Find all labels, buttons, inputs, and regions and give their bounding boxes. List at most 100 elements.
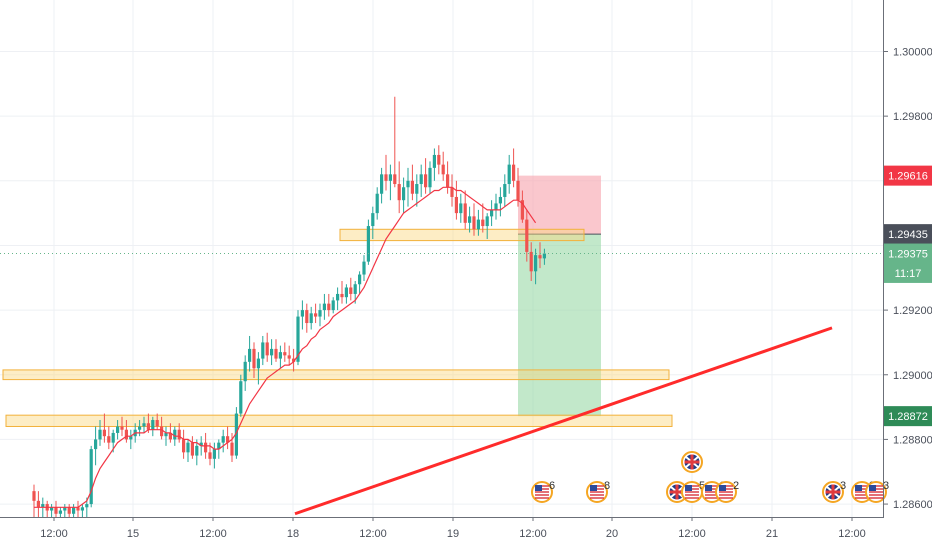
candle-body xyxy=(542,253,546,259)
candle xyxy=(248,335,252,372)
candle-body xyxy=(63,507,67,511)
candle-body xyxy=(98,429,102,440)
support-resistance-zones[interactable] xyxy=(2,228,673,427)
us-flag-event-icon[interactable]: 8 xyxy=(586,480,610,503)
candle-body xyxy=(138,426,142,430)
economic-events[interactable]: 6851223333 xyxy=(531,451,889,503)
flag-stripe xyxy=(535,497,549,499)
candle-body xyxy=(472,216,476,230)
candle-body xyxy=(507,164,511,185)
candle-body xyxy=(397,184,401,201)
candle-body xyxy=(410,180,414,194)
candle xyxy=(463,190,467,230)
candle xyxy=(512,148,516,188)
candle xyxy=(230,432,234,463)
candle-body xyxy=(76,507,80,511)
us-flag-event-icon[interactable]: 5 xyxy=(681,480,705,503)
flag-cross xyxy=(690,454,694,470)
price-tick-label: 1.29200 xyxy=(893,305,932,317)
candle-body xyxy=(182,439,186,453)
candle xyxy=(274,339,278,362)
price-label-box xyxy=(884,406,932,427)
candle-body xyxy=(67,507,71,514)
price-label-text: 1.28872 xyxy=(888,411,928,423)
candle xyxy=(520,190,524,223)
time-tick-label: 12:00 xyxy=(359,528,387,540)
candle xyxy=(190,436,194,459)
uk-flag-event-icon[interactable] xyxy=(666,481,688,503)
price-tick-label: 1.30000 xyxy=(893,46,932,58)
candle-body xyxy=(296,316,300,362)
candle xyxy=(397,161,401,214)
position-tool[interactable] xyxy=(518,175,601,417)
time-tick-label: 19 xyxy=(447,528,459,540)
candle-body xyxy=(441,164,445,175)
time-axis[interactable]: 12:00 15 12:00 18 12:00 19 12:00 20 12:00 21 12:00 xyxy=(0,517,884,540)
event-count: 5 xyxy=(699,480,705,492)
candle xyxy=(534,248,538,285)
candle-body xyxy=(309,313,313,324)
us-flag-event-icon[interactable]: 6 xyxy=(531,480,555,503)
price-tick-label: 1.28800 xyxy=(893,434,932,446)
candle-body xyxy=(102,429,106,437)
candle xyxy=(415,174,419,207)
zone-rectangle[interactable] xyxy=(339,228,585,242)
trend-line[interactable] xyxy=(294,326,833,516)
flag-canton xyxy=(590,485,597,491)
flag-stripe xyxy=(590,491,604,493)
price-label-text: 1.29435 xyxy=(888,229,928,241)
candle-body xyxy=(300,310,304,317)
price-label-box xyxy=(884,262,932,283)
uk-flag-event-icon[interactable] xyxy=(681,451,703,473)
candle xyxy=(349,277,353,301)
candle-body xyxy=(388,174,392,181)
candle xyxy=(424,158,428,194)
candle-body xyxy=(274,348,278,359)
price-axis[interactable]: 1.300001.298001.296001.294001.292001.290… xyxy=(883,0,932,517)
candle-body xyxy=(437,154,441,165)
candle-body xyxy=(529,251,533,272)
candle xyxy=(221,429,225,453)
flag-stripe xyxy=(855,497,869,499)
candle xyxy=(538,242,542,269)
candle-body xyxy=(142,423,146,427)
candle-body xyxy=(204,442,208,453)
flag-stripe xyxy=(535,491,549,493)
candle xyxy=(542,248,546,265)
us-flag-event-icon[interactable]: 3 xyxy=(865,480,889,503)
candle xyxy=(472,203,476,236)
candle-body xyxy=(450,187,454,197)
moving-average-line xyxy=(34,186,537,508)
candle xyxy=(72,504,76,517)
flag-stripe xyxy=(869,497,883,499)
candle xyxy=(226,426,230,450)
zone-rectangle[interactable] xyxy=(2,369,670,381)
candle xyxy=(494,193,498,220)
us-flag-event-icon[interactable]: 2 xyxy=(715,480,739,503)
zone-rectangle[interactable] xyxy=(5,414,673,427)
time-axis-ticks: 12:00 15 12:00 18 12:00 19 12:00 20 12:00 21 12:00 xyxy=(40,517,866,540)
plot-area[interactable]: 6851223333 xyxy=(0,0,889,517)
candle-body xyxy=(32,491,36,501)
candle-body xyxy=(454,196,458,214)
flag-stripe xyxy=(535,494,549,496)
candle xyxy=(402,177,406,214)
candle-body xyxy=(72,507,76,514)
uk-flag-event-icon[interactable]: 3 xyxy=(822,480,846,503)
candle-body xyxy=(186,442,190,453)
candle-body xyxy=(520,200,524,220)
candle xyxy=(468,206,472,233)
stop-loss-zone[interactable] xyxy=(518,175,601,235)
candle-body xyxy=(120,426,124,430)
candle xyxy=(76,500,80,517)
price-tick-label: 1.28600 xyxy=(893,499,932,511)
candle xyxy=(322,293,326,320)
candle xyxy=(177,423,181,443)
candle xyxy=(261,335,265,366)
flag-canton xyxy=(869,485,876,491)
candle xyxy=(393,96,397,188)
candle xyxy=(155,413,159,430)
price-label-box xyxy=(884,243,932,264)
candle xyxy=(344,284,348,304)
